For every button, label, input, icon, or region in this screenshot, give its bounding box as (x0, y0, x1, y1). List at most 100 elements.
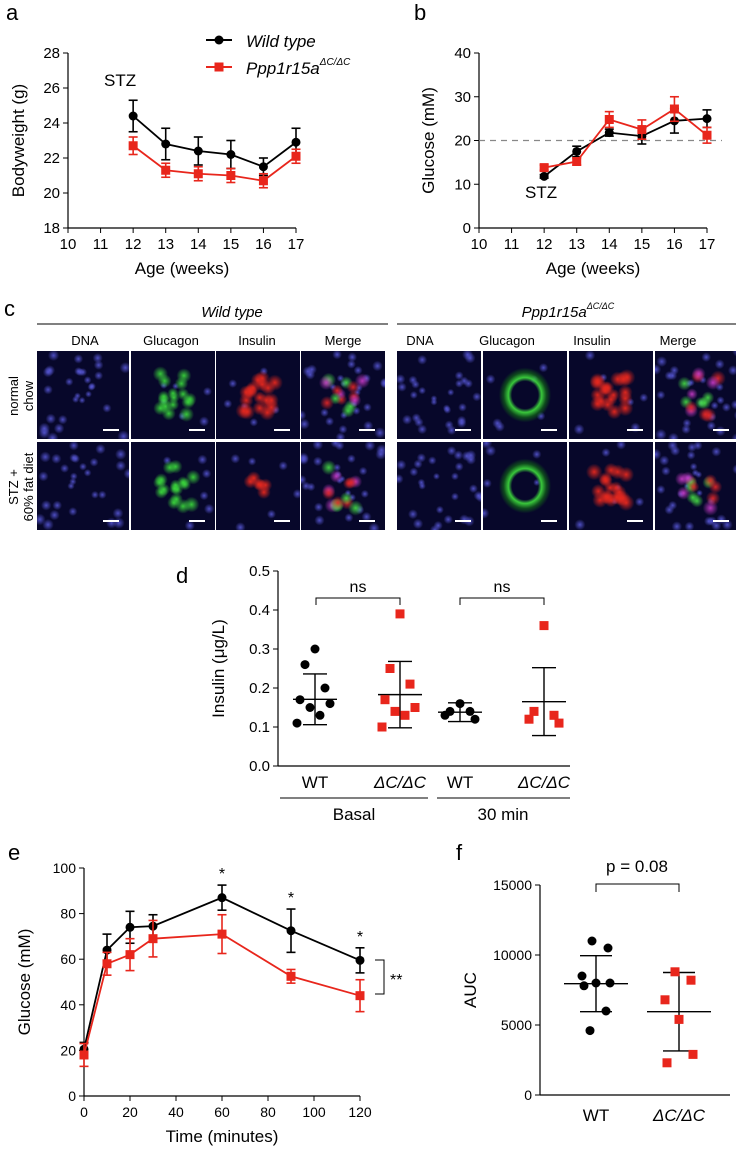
b-point (637, 125, 647, 135)
auc-chart: 0 5000 10000 15000 AUC WT ΔC/ΔC (461, 877, 730, 1125)
category-label: WT (583, 1106, 609, 1125)
scale-bar (541, 520, 557, 522)
y-tick-label: 30 (454, 89, 471, 106)
y-tick-label: 24 (43, 115, 60, 132)
sig-ns-30min: ns (494, 579, 511, 596)
group-title-wild-type: Wild type (201, 304, 263, 321)
micrograph-signal (301, 351, 385, 439)
y-tick-label: 0.0 (249, 758, 270, 775)
y-tick-label: 0.1 (249, 719, 270, 736)
panel-c-letter: c (4, 296, 15, 321)
x-tick-label: 13 (568, 236, 585, 253)
scale-bar (541, 429, 557, 431)
micrograph-merge-mut-chow (655, 351, 736, 439)
x-tick-label: 40 (168, 1104, 184, 1120)
x-tick-label: 12 (536, 236, 553, 253)
col-label-insulin-mut: Insulin (573, 333, 611, 348)
x-tick-label: 12 (125, 236, 142, 253)
e-point (125, 922, 135, 932)
micrograph-insulin-wt-chow (216, 351, 300, 439)
group-title-mutant: Ppp1r15aΔC/ΔC (522, 301, 615, 321)
star-60min: * (219, 866, 225, 883)
micrograph-glucagon-wt-chow (131, 351, 215, 439)
y-tick-label: 0 (463, 220, 471, 237)
micrograph-glucagon-mut-chow (483, 351, 567, 439)
scale-bar (455, 429, 471, 431)
scale-bar (627, 520, 643, 522)
b-point (604, 115, 614, 124)
y-axis-title: Glucose (mM) (419, 87, 438, 194)
scale-bar (359, 429, 375, 431)
panel-a-letter: a (6, 0, 19, 25)
x-tick-label: 60 (214, 1104, 230, 1120)
data-point (395, 609, 405, 619)
y-tick-label: 18 (43, 220, 60, 237)
scale-bar (103, 429, 119, 431)
y-tick-label: 0 (68, 1088, 76, 1104)
y-axis-title: Insulin (μg/L) (209, 619, 228, 718)
data-point (670, 967, 680, 977)
data-point (549, 710, 559, 720)
e-point (217, 929, 227, 939)
scale-bar (103, 520, 119, 522)
e-point (148, 934, 158, 944)
a-point (161, 139, 171, 149)
y-tick-label: 10 (454, 176, 471, 193)
panel-d-group-labels: Basal 30 min (280, 797, 570, 824)
panel-c-headers: Wild type Ppp1r15aΔC/ΔC DNA Glucagon Ins… (6, 301, 736, 521)
panel-b-letter: b (414, 0, 426, 25)
micrograph-signal (397, 351, 481, 439)
a-point (128, 111, 138, 121)
y-tick-label: 40 (454, 45, 471, 62)
data-point (465, 706, 475, 716)
micrograph-signal (655, 351, 736, 439)
x-tick-label: 17 (288, 236, 305, 253)
panel-f-letter: f (456, 840, 463, 865)
bracket-sig: ** (390, 972, 402, 989)
micrograph-insulin-wt-stz (216, 442, 300, 530)
data-point (390, 706, 400, 716)
data-point (603, 943, 613, 953)
x-tick-label: 11 (504, 236, 520, 253)
a-point (291, 137, 301, 147)
b-point (604, 128, 614, 138)
x-tick-label: 120 (348, 1104, 372, 1120)
scale-bar (274, 429, 290, 431)
panel-d-significance: ns ns (315, 579, 545, 605)
a-point (193, 146, 203, 156)
scale-bar (359, 520, 375, 522)
group-title-mutant-sup: ΔC/ΔC (586, 301, 615, 311)
data-point (579, 981, 589, 991)
panel-a-stz-label: STZ (104, 71, 136, 90)
scale-bar (455, 520, 471, 522)
col-label-dna-mut: DNA (406, 333, 434, 348)
data-point (377, 722, 387, 732)
micrograph-signal (655, 442, 736, 530)
y-tick-label: 0.5 (249, 563, 270, 580)
micrograph-signal (37, 351, 129, 439)
x-tick-label: 10 (471, 236, 488, 253)
col-label-insulin-wt: Insulin (238, 333, 276, 348)
pvalue-label: p = 0.08 (606, 857, 668, 876)
legend-mut-marker (214, 62, 224, 72)
data-point (601, 1006, 611, 1016)
micrograph-signal (569, 351, 653, 439)
a-point (161, 165, 171, 175)
data-point (660, 995, 670, 1005)
data-point (587, 936, 597, 946)
star-120min: * (357, 929, 363, 946)
panel-f-pvalue: p = 0.08 (595, 857, 680, 892)
scale-bar (189, 429, 205, 431)
y-tick-label: 0.2 (249, 680, 270, 697)
micrograph-signal (569, 442, 653, 530)
a-series-line-0 (132, 115, 297, 168)
x-tick-label: 20 (122, 1104, 138, 1120)
col-label-merge-wt: Merge (325, 333, 362, 348)
micrograph-merge-wt-stz (301, 442, 385, 530)
legend-wt-label: Wild type (246, 32, 316, 51)
category-label: WT (447, 773, 473, 792)
b-point (702, 114, 712, 124)
data-point (300, 660, 310, 670)
e-point (286, 971, 296, 981)
